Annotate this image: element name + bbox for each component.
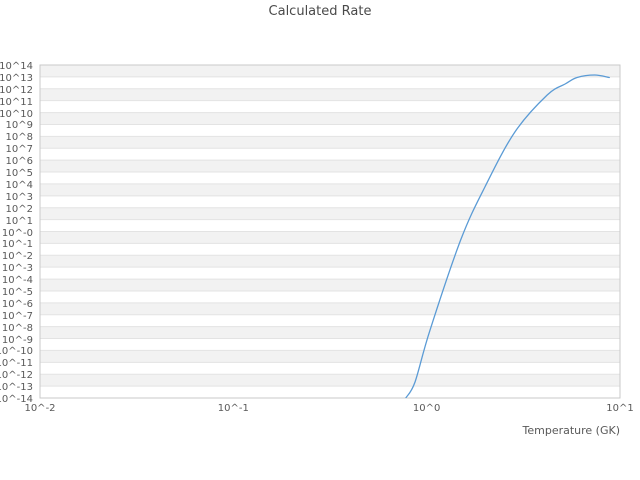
x-tick-label: 10^1 — [606, 403, 634, 414]
y-tick-label: 10^1 — [5, 215, 33, 227]
chart-title: Calculated Rate — [268, 4, 372, 19]
y-tick-label: 10^-1 — [1, 239, 33, 251]
y-tick-label: 10^6 — [5, 156, 33, 168]
plot-bands — [40, 65, 620, 398]
x-tick-label: 10^0 — [412, 403, 441, 414]
y-tick-label: 10^-14 — [0, 394, 33, 405]
y-tick-label: 10^-2 — [1, 251, 33, 263]
y-tick-label: 10^-13 — [0, 382, 33, 394]
y-tick-label: 10^7 — [5, 144, 33, 156]
y-tick-label: 10^13 — [0, 72, 33, 84]
y-tick-label: 10^14 — [0, 61, 33, 72]
x-tick-label: 10^-1 — [217, 403, 249, 414]
rate-curve — [405, 74, 610, 398]
y-tick-label: 10^-4 — [1, 275, 33, 287]
y-tick-label: 10^4 — [5, 179, 33, 191]
y-tick-label: 10^-0 — [1, 227, 33, 239]
y-tick-label: 10^-7 — [1, 310, 33, 322]
plot-border — [39, 64, 621, 399]
y-tick-label: 10^-5 — [1, 286, 33, 298]
y-tick-label: 10^-9 — [1, 334, 33, 346]
y-tick-label: 10^12 — [0, 84, 33, 96]
y-tick-label: 10^-8 — [1, 322, 33, 334]
y-tick-label: 10^3 — [5, 191, 33, 203]
y-tick-label: 10^8 — [5, 132, 33, 144]
y-tick-label: 10^-11 — [0, 358, 33, 370]
y-tick-label: 10^10 — [0, 108, 33, 120]
x-tick-label: 10^-2 — [24, 403, 56, 414]
x-axis-title: Temperature (GK) — [522, 424, 621, 437]
y-tick-label: 10^-3 — [1, 263, 33, 275]
y-tick-label: 10^2 — [5, 203, 33, 215]
y-tick-label: 10^-12 — [0, 370, 33, 382]
y-tick-label: 10^11 — [0, 96, 33, 108]
y-tick-label: 10^-10 — [0, 346, 33, 358]
y-tick-label: 10^-6 — [1, 298, 33, 310]
y-tick-label: 10^5 — [5, 168, 33, 180]
y-tick-label: 10^9 — [5, 120, 33, 132]
